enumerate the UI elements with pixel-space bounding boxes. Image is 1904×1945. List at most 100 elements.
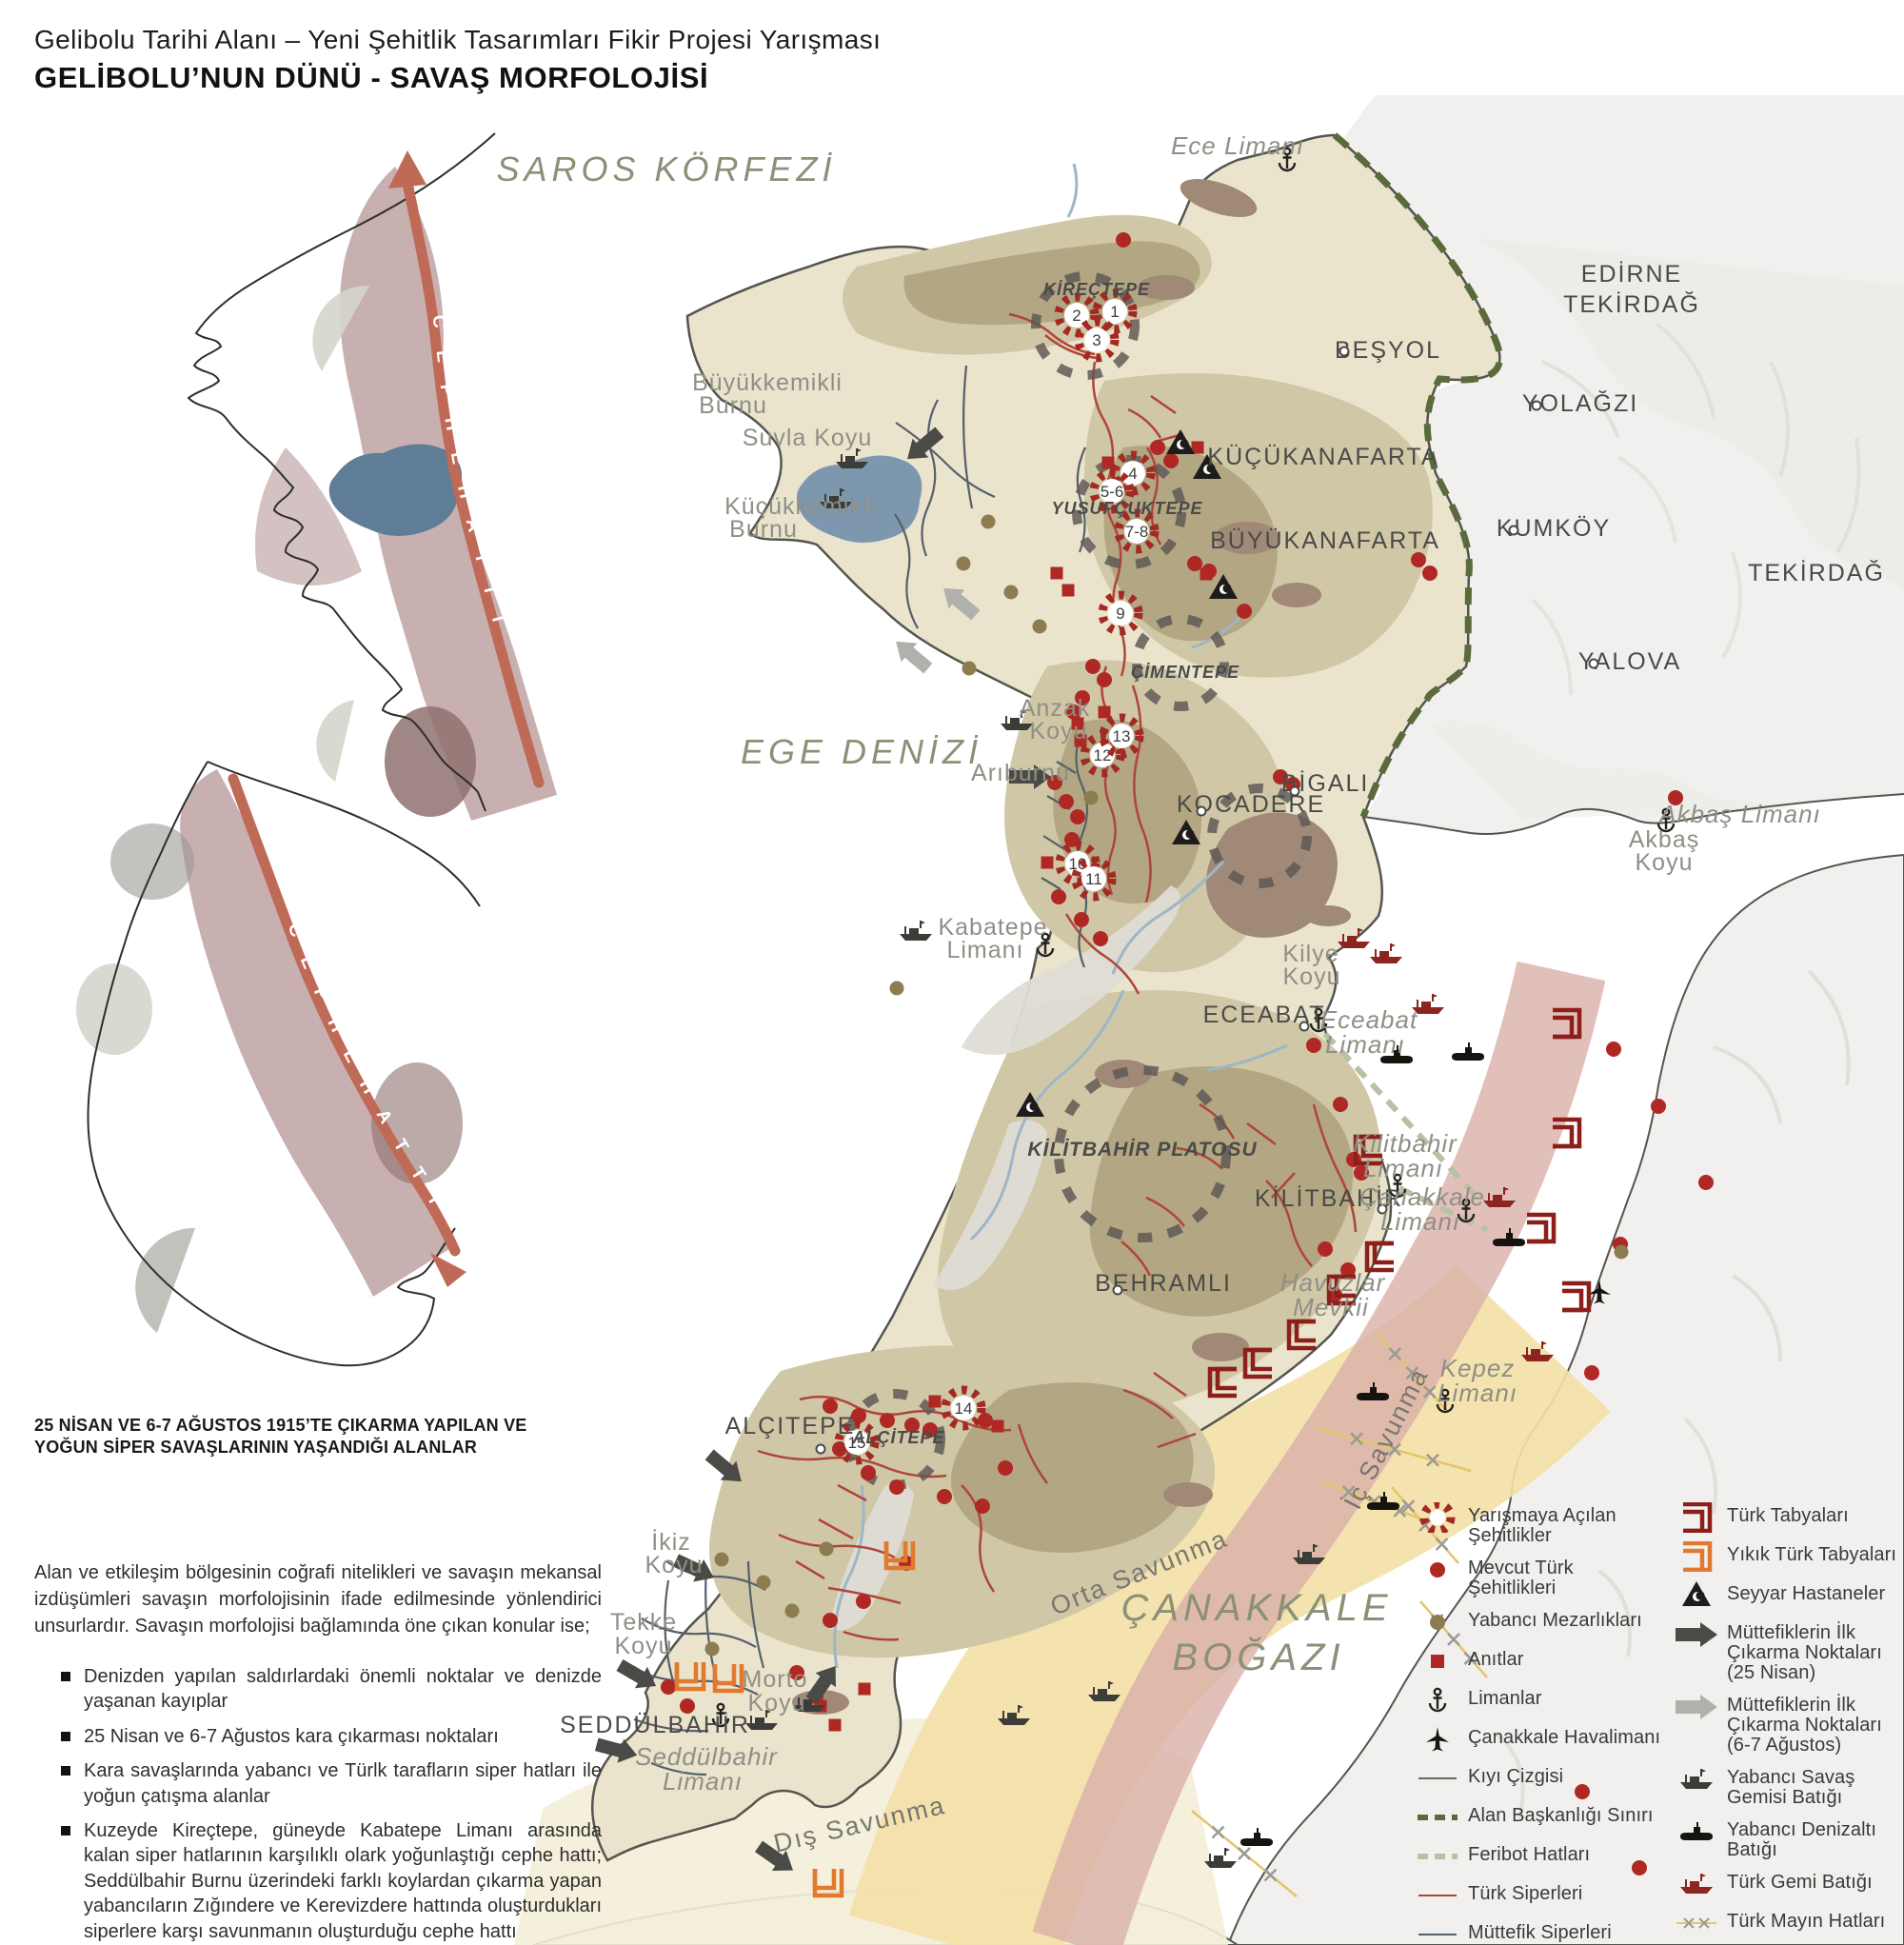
map-label-sea: BOĞAZI [1172,1636,1344,1678]
bullet-square-icon [61,1731,70,1741]
legend-label: Müttefiklerin İlk Çıkarma Noktaları (6-7… [1727,1695,1882,1756]
foreign-warship-wreck-icon [998,1705,1030,1725]
foreign-cemetery-dot [784,1603,800,1618]
map-label-coast: Arıburnu [971,760,1070,786]
cemetery-number: 3 [1092,331,1101,349]
legend-label: Kıyı Çizgisi [1468,1766,1564,1787]
cemetery-number: 4 [1128,465,1137,483]
monument-square [858,1682,871,1696]
turkish-cemetery-dot [1318,1241,1333,1257]
cemetery-number: 5-6 [1101,483,1124,501]
turkish-cemetery-dot [1273,769,1288,784]
foreign-warship-wreck-icon [820,488,852,508]
map-label-liman: Havuzlar [1280,1268,1386,1297]
legend-row: Yabancı Savaş Gemisi Batığı [1674,1764,1900,1808]
turkish-cemetery-dot [1422,566,1438,581]
turkish-ship-wreck-icon [1370,943,1402,963]
map-label-liman: Limanı [1325,1030,1405,1059]
map-label-town: KİLİTBAHİR [1255,1184,1403,1212]
description-paragraph: Alan ve etkileşim bölgesinin coğrafi nit… [34,1562,602,1637]
dot-olive-icon [1430,1615,1445,1630]
landing-arrow-april25-icon [673,1554,714,1582]
legend-column-2: Türk Tabyaları Yıkık Türk Tabyaları Seyy… [1674,1501,1900,1945]
map-label-liman: Akbaş Limanı [1657,800,1821,828]
turkish-cemetery-dot [1668,790,1683,805]
turkish-mine-line [1191,1810,1298,1897]
area-presidency-border [1332,132,1503,819]
map-label-town: KÜÇÜKANAFARTA [1207,444,1438,470]
turkish-cemetery-dot [1411,552,1426,567]
turkish-cemetery-dot [880,1413,895,1428]
foreign-cemetery-dot [889,981,904,996]
turkish-cemetery-dot [851,1408,866,1423]
landing-arrow-april25-icon [704,1449,742,1482]
monument-square [1101,456,1115,469]
bullet-text: Kuzeyde Kireçtepe, güneyde Kabatepe Lima… [84,1819,602,1942]
turkish-cemetery-dot [1064,832,1080,847]
anchor-icon [1428,1687,1447,1713]
turkish-cemetery-dot [789,1665,804,1680]
turkish-cemetery-dot [1651,1099,1666,1114]
map-label-coast: Koyu [1283,963,1341,990]
map-label-town: BÜYÜKANAFARTA [1210,527,1440,554]
legend-icon-wrap [1415,1919,1460,1945]
turkish-cemetery-dot [1698,1175,1714,1190]
foreign-cemetery-dot [1614,1244,1629,1260]
arrow-light-icon [1676,1695,1717,1719]
inset-north-front-map: C E P H E H A T T I [187,132,557,821]
numbered-cemetery-marker: 12 [1080,732,1125,778]
thrace-landmass [1335,95,1904,835]
map-label-coast: Anzak [1020,695,1090,722]
map-label-coast: Burnu [729,516,798,543]
landing-arrow-april25-icon [1009,764,1051,789]
legend-label: Çanakkale Havalimanı [1468,1727,1661,1748]
legend-label: Anıtlar [1468,1649,1524,1670]
cemetery-number: 10 [1069,855,1087,873]
legend-icon-wrap [1674,1908,1719,1938]
map-label-coast: Koyu [615,1633,673,1659]
map-label-coast: Burnu [699,392,767,419]
landing-arrow-august67-icon [896,641,933,674]
monument-square [991,1419,1004,1433]
bullet-text: 25 Nisan ve 6-7 Ağustos kara çıkarması n… [84,1725,499,1747]
monument-square [1098,705,1111,719]
legend-row: Alan Başkanlığı Sınırı [1415,1802,1664,1833]
legend-row: Yarışmaya Açılan Şehitlikler [1415,1499,1664,1546]
map-label-sea: ÇANAKKALE [1121,1587,1392,1629]
map-labels-layer: SAROS KÖRFEZİ EGE DENİZİ ÇANAKKALE BOĞAZI ED… [496,131,1882,1858]
turkish-ship-wreck-icon [1483,1187,1516,1207]
harbor-anchor-icon [1436,1388,1455,1414]
cemetery-number: 7-8 [1125,523,1149,541]
foreign-submarine-wreck-icon [1452,1042,1484,1061]
legend-label: Mevcut Türk Şehitlikleri [1468,1558,1574,1598]
harbor-anchor-icon [1036,932,1055,958]
mobile-hospital-icon [1016,1092,1044,1117]
foreign-cemetery-dot [704,1641,720,1657]
bullet-square-icon [61,1672,70,1681]
allied-objective-circle [1031,271,1140,380]
map-label-coast: Küçükkemikli [724,493,875,520]
poster-header: Gelibolu Tarihi Alanı – Yeni Şehitlik Ta… [34,25,881,95]
legend-label: Türk Siperleri [1468,1883,1583,1904]
harbor-anchor-icon [711,1702,730,1728]
tabya-orange-icon [1683,1540,1713,1573]
turkish-ship-wreck-icon [1412,994,1444,1014]
monument-square [928,1395,942,1408]
legend-icon-wrap [1674,1869,1719,1899]
settlement-dot [1531,400,1542,411]
legend-column-1: Yarışmaya Açılan Şehitlikler Mevcut Türk… [1415,1499,1664,1945]
ferry-dash-icon [1418,1854,1458,1859]
allied-objective-circle [1054,1065,1231,1242]
turkish-cemetery-dot [1584,1365,1599,1380]
settlement-dot [1299,1021,1310,1032]
numbered-cemetery-marker: 9 [1098,590,1143,636]
turkish-cemetery-dot [1097,672,1112,687]
turkish-cemetery-dot [1340,1262,1356,1278]
ferry-line [1398,1185,1489,1233]
turkish-mine-line [1318,1426,1472,1473]
map-label-coast: Büyükkemikli [692,369,843,396]
ruined-turkish-fort-icon [883,1541,916,1571]
landing-arrow-april25-icon [754,1840,794,1871]
